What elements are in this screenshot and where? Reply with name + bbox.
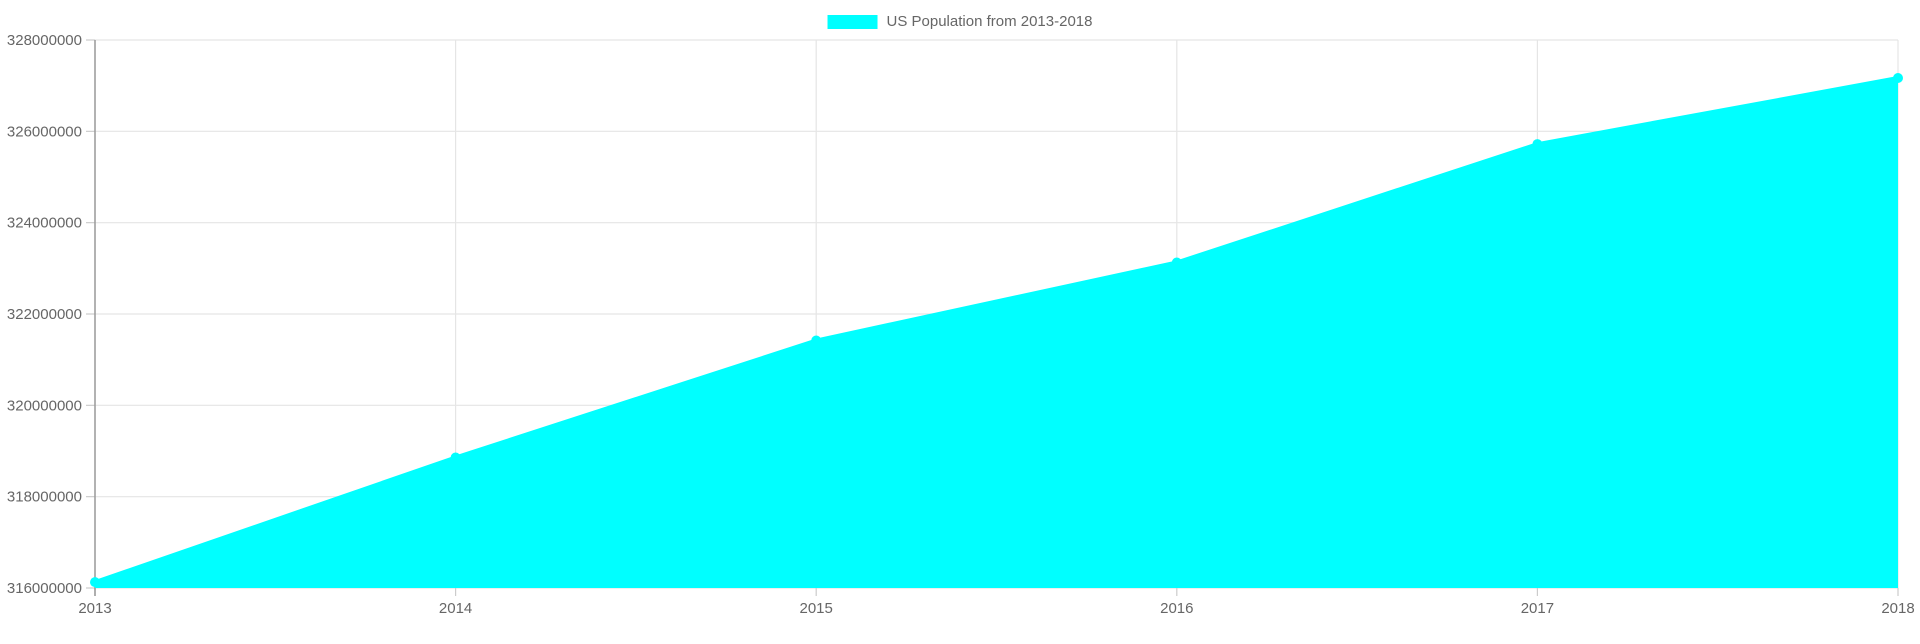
data-point[interactable] [1532, 139, 1543, 150]
data-point[interactable] [811, 335, 822, 346]
data-point[interactable] [1893, 73, 1903, 84]
y-tick-label: 326000000 [7, 123, 82, 140]
x-tick-label: 2015 [800, 600, 833, 617]
series-line [93, 76, 1900, 585]
area-fill [95, 78, 1898, 589]
x-tick-label: 2014 [439, 600, 472, 617]
x-tick-label: 2016 [1160, 600, 1193, 617]
data-point[interactable] [1171, 257, 1182, 268]
legend-swatch [827, 14, 878, 29]
x-tick-label: 2017 [1521, 600, 1554, 617]
legend-label: US Population from 2013-2018 [886, 13, 1093, 30]
x-tick-label: 2018 [1881, 600, 1914, 617]
y-tick-label: 328000000 [7, 32, 82, 49]
y-tick-label: 318000000 [7, 489, 82, 506]
data-point[interactable] [90, 577, 100, 588]
data-point[interactable] [450, 452, 461, 463]
x-tick-label: 2013 [78, 600, 111, 617]
legend-item[interactable]: US Population from 2013-2018 [827, 13, 1093, 30]
y-tick-label: 324000000 [7, 215, 82, 232]
y-tick-label: 322000000 [7, 306, 82, 323]
y-tick-label: 320000000 [7, 397, 82, 414]
y-tick-label: 316000000 [7, 580, 82, 597]
